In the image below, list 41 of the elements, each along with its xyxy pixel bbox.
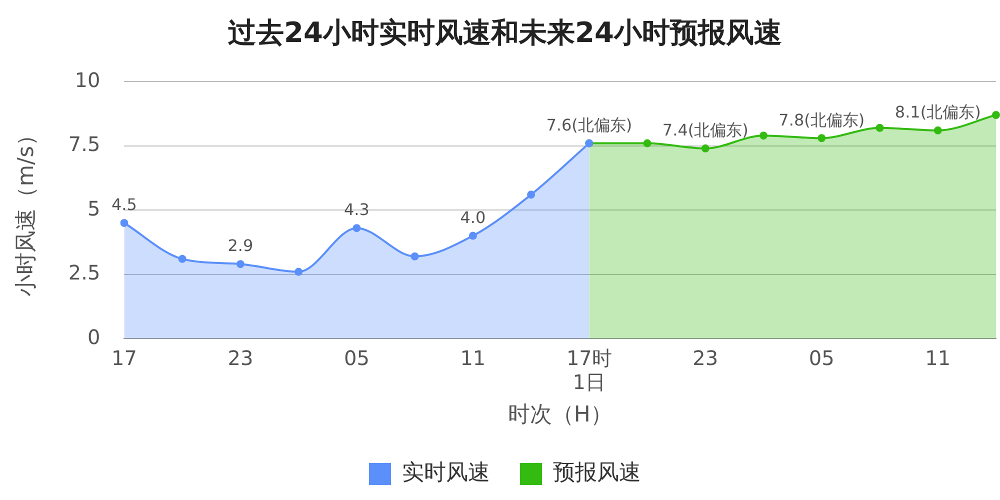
point [643,139,652,148]
data-label: 7.6(北偏东) [546,115,632,134]
point [992,111,1000,120]
point [818,134,826,142]
y-axis-title: 小时风速（m/s） [14,124,39,296]
x-tick-label: 11 [460,346,486,370]
y-tick-label: 10 [74,68,100,92]
data-label: 4.3 [344,200,370,220]
point [352,224,361,232]
point [294,268,303,276]
point [760,132,768,140]
y-tick-label: 5 [87,196,100,220]
x-tick-label: 11 [925,346,951,370]
y-tick-label: 2.5 [68,260,100,285]
point [876,124,884,132]
point [527,190,536,199]
x-tick-label: 23 [228,346,254,370]
point [701,144,710,152]
x-tick-label: 23 [692,346,718,370]
data-label: 4.0 [460,208,486,227]
point [178,254,186,263]
point [468,232,477,240]
data-label: 8.1(北偏东) [894,102,981,122]
point [236,260,244,268]
x-axis-title: 时次（H） [508,402,612,428]
y-tick-label: 0 [87,324,100,349]
x-tick-label: 05 [344,346,370,370]
point [410,252,419,260]
chart-title: 过去24小时实时风速和未来24小时预报风速 [227,16,782,50]
legend-label: 预报风速 [553,460,641,486]
data-label: 7.4(北偏东) [662,120,748,140]
y-tick-label: 7.5 [68,132,100,156]
legend-label: 实时风速 [402,460,490,486]
point [120,218,128,227]
point [934,126,942,134]
data-label: 7.8(北偏东) [778,110,865,130]
x-tick-label: 17时 1日 [566,346,612,394]
x-tick-label: 05 [808,346,834,370]
data-label: 4.5 [111,195,137,214]
x-tick-label: 17 [111,346,137,370]
data-label: 2.9 [228,236,254,256]
